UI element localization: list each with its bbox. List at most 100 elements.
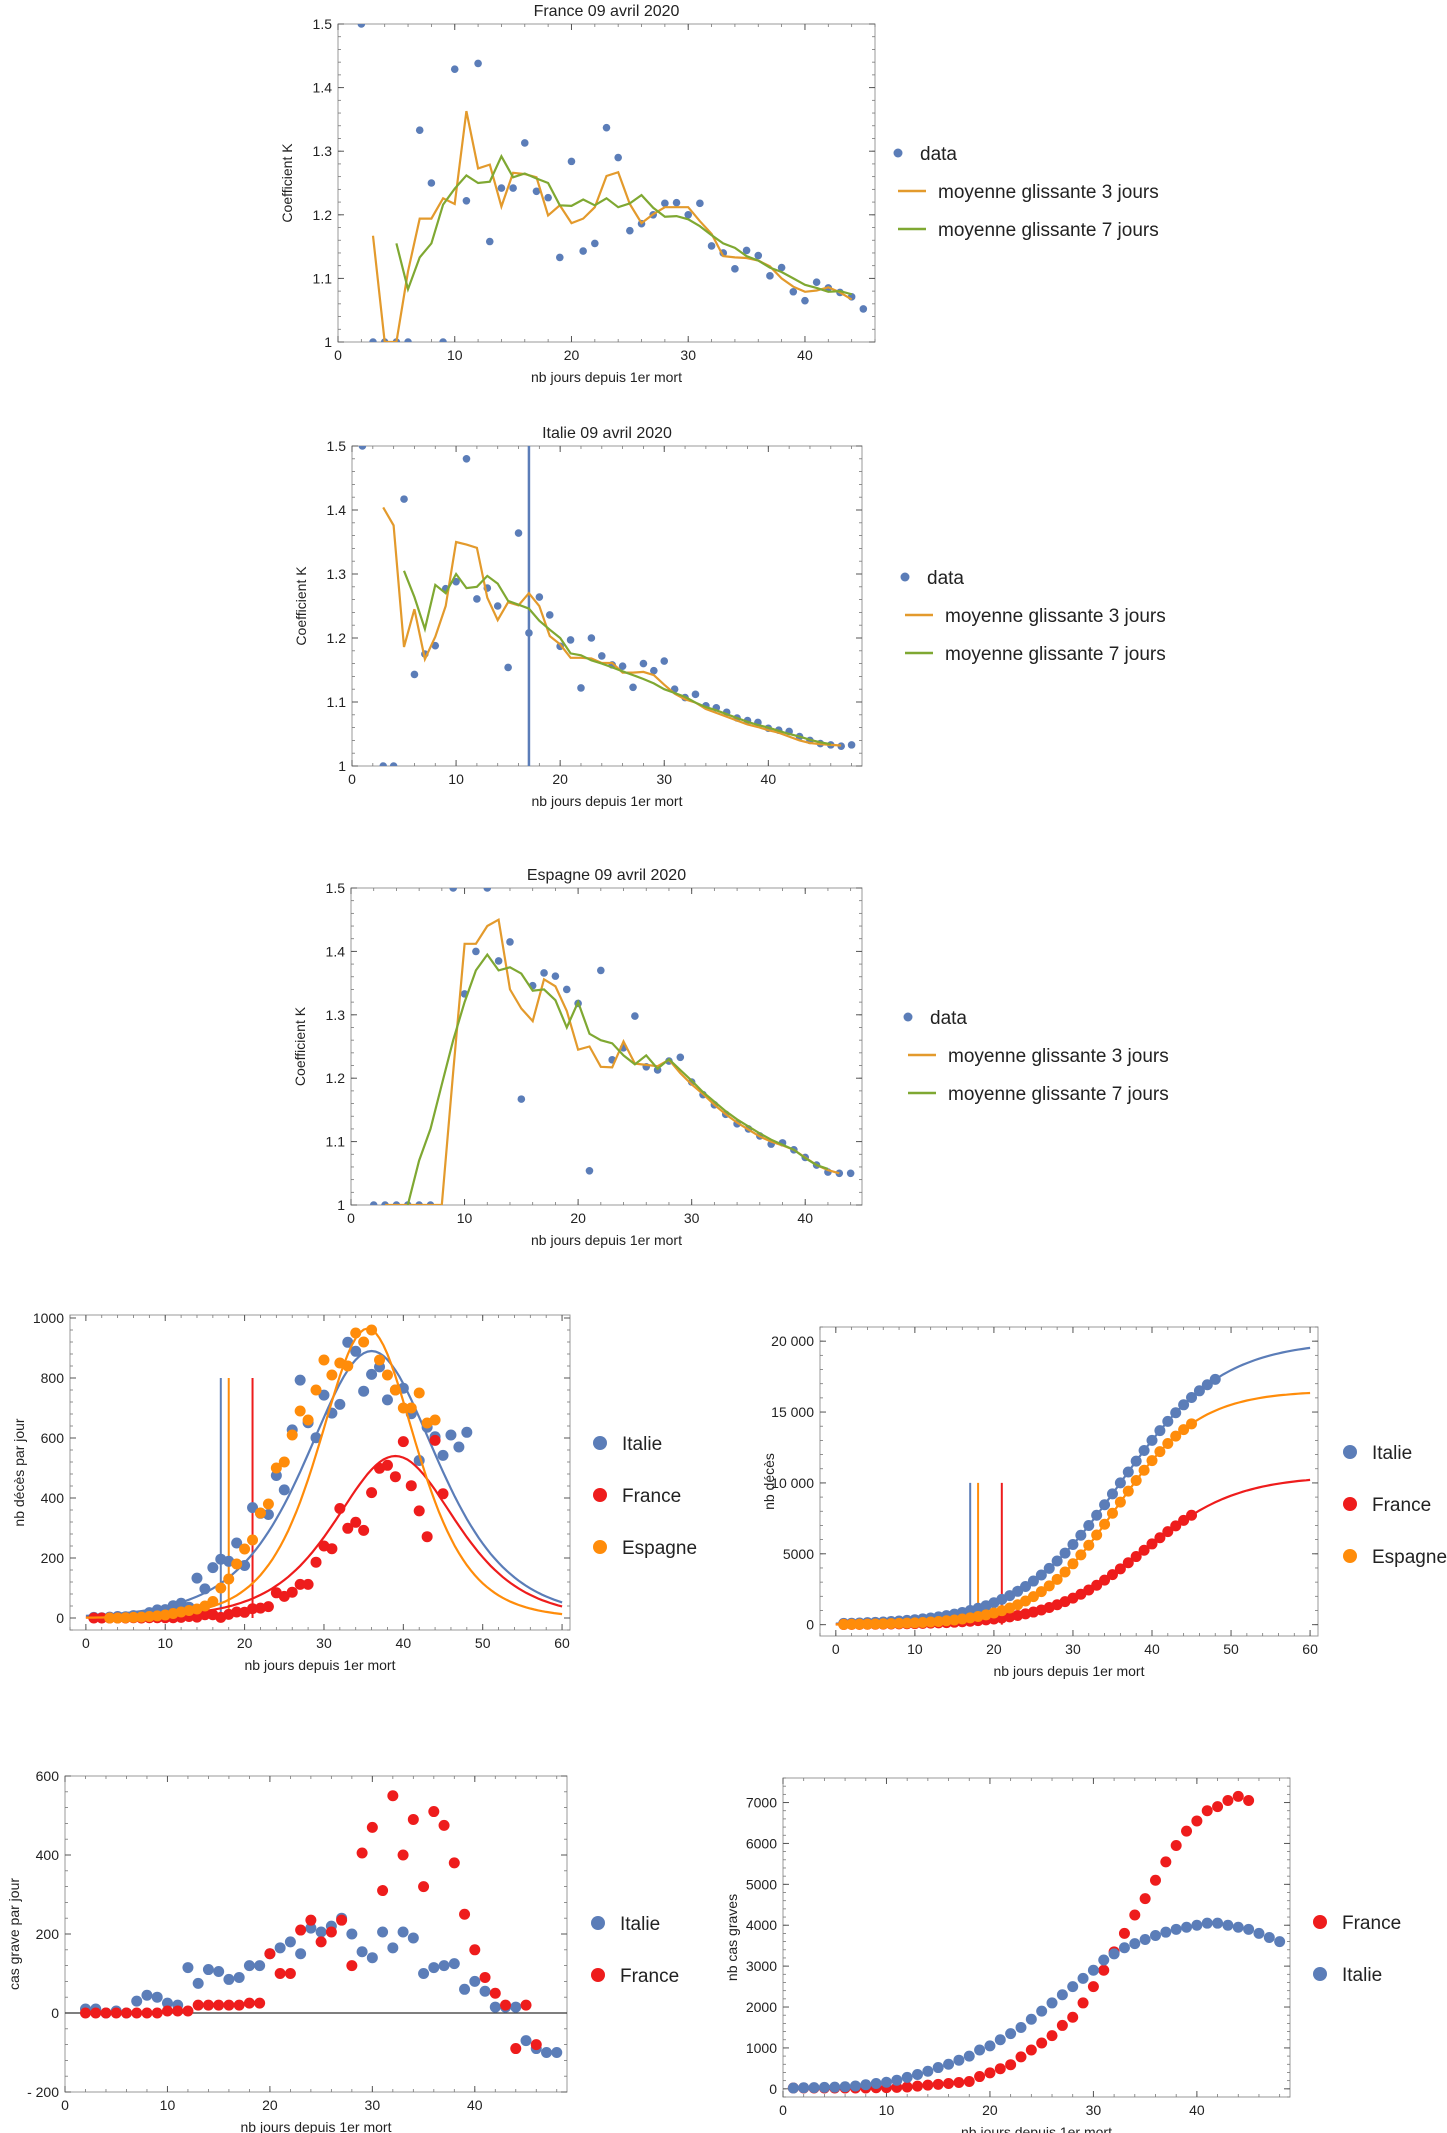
legend-swatch-marker bbox=[900, 572, 910, 582]
point-france bbox=[350, 1516, 362, 1528]
point-espagne bbox=[207, 1596, 219, 1607]
point-italie bbox=[1059, 1547, 1071, 1559]
point-italie bbox=[1067, 1538, 1079, 1550]
point-espagne bbox=[318, 1354, 330, 1366]
point-italie bbox=[202, 1964, 214, 1976]
point-italie bbox=[247, 1502, 259, 1514]
y-tick-label: 10 000 bbox=[771, 1475, 814, 1491]
point-italie bbox=[963, 2050, 975, 2062]
point-italie bbox=[1118, 1942, 1130, 1954]
point-france bbox=[286, 1586, 298, 1598]
y-tick-label: 0 bbox=[806, 1617, 814, 1633]
point-france bbox=[437, 1488, 449, 1500]
chart-1: 0 10 20 30 40 1 1.1 1.2 1.3 1.4 1.5 France 09 avril… bbox=[279, 3, 1159, 385]
point-italie bbox=[839, 2081, 851, 2093]
point-france bbox=[231, 1606, 243, 1618]
point-italie bbox=[891, 2074, 903, 2086]
point-france bbox=[325, 1926, 337, 1938]
point-espagne bbox=[1091, 1529, 1103, 1541]
point-italie bbox=[1106, 1488, 1118, 1500]
point-france bbox=[336, 1914, 348, 1926]
x-tick-label: 40 bbox=[797, 1210, 813, 1226]
point-france bbox=[1005, 2059, 1017, 2071]
point-espagne bbox=[1138, 1464, 1150, 1476]
point-italie bbox=[438, 1960, 450, 1972]
point-france bbox=[1056, 2019, 1068, 2031]
point-italie bbox=[366, 1952, 378, 1964]
point-data bbox=[497, 184, 506, 192]
point-data bbox=[602, 123, 611, 132]
legend-swatch-marker bbox=[593, 1436, 607, 1450]
point-italie bbox=[1170, 1407, 1182, 1419]
legend-label: France bbox=[1372, 1495, 1431, 1516]
point-espagne bbox=[885, 1618, 897, 1630]
point-espagne bbox=[215, 1582, 227, 1594]
plot-area bbox=[787, 1790, 1286, 2094]
point-italie bbox=[377, 1926, 389, 1938]
point-france bbox=[131, 2007, 143, 2019]
point-france bbox=[334, 1503, 346, 1514]
x-tick-label: 20 bbox=[986, 1641, 1002, 1657]
point-data bbox=[754, 251, 763, 260]
y-tick-label: - 200 bbox=[27, 2084, 59, 2100]
point-italie bbox=[366, 1368, 378, 1380]
point-italie bbox=[1056, 1989, 1068, 2001]
legend-item: France bbox=[1313, 1913, 1401, 1934]
point-france bbox=[213, 1999, 225, 2011]
point-italie bbox=[798, 2082, 810, 2094]
x-tick-label: 10 bbox=[879, 2102, 895, 2118]
point-italie bbox=[213, 1966, 225, 1978]
point-data bbox=[577, 684, 585, 692]
point-france bbox=[1106, 1569, 1118, 1581]
point-italie bbox=[510, 2001, 522, 2013]
point-italie bbox=[1146, 1434, 1158, 1446]
point-france bbox=[1139, 1893, 1151, 1905]
point-france bbox=[943, 2078, 955, 2090]
plot-area bbox=[358, 446, 856, 766]
point-italie bbox=[849, 2080, 861, 2092]
chart-title: France 09 avril 2020 bbox=[534, 3, 680, 20]
point-espagne bbox=[1170, 1430, 1182, 1442]
point-italie bbox=[358, 1385, 370, 1397]
legend-swatch-marker bbox=[1343, 1497, 1357, 1511]
point-italie bbox=[541, 2047, 553, 2058]
point-data bbox=[639, 659, 648, 668]
point-france bbox=[110, 2007, 122, 2019]
point-italie bbox=[397, 1926, 409, 1938]
point-italie bbox=[274, 1942, 286, 1954]
plot-area bbox=[369, 888, 855, 1205]
y-tick-label: 6000 bbox=[746, 1835, 777, 1851]
plot-frame bbox=[337, 23, 876, 343]
point-italie bbox=[479, 1985, 491, 1997]
point-italie bbox=[1191, 1919, 1203, 1931]
point-italie bbox=[437, 1449, 449, 1461]
point-france bbox=[358, 1524, 370, 1536]
point-espagne bbox=[1186, 1418, 1198, 1430]
point-espagne bbox=[1043, 1580, 1055, 1592]
point-italie bbox=[295, 1948, 307, 1960]
point-data bbox=[660, 657, 669, 665]
plot-frame bbox=[819, 1326, 1319, 1637]
point-italie bbox=[418, 1968, 430, 1979]
point-italie bbox=[254, 1960, 266, 1972]
point-data bbox=[597, 652, 606, 660]
point-france bbox=[1036, 2037, 1048, 2049]
x-tick-label: 20 bbox=[564, 347, 580, 363]
point-france bbox=[1015, 2051, 1027, 2063]
point-espagne bbox=[861, 1618, 873, 1630]
point-italie bbox=[1087, 1964, 1099, 1976]
point-italie bbox=[381, 1394, 393, 1406]
point-data bbox=[400, 495, 408, 503]
point-italie bbox=[428, 1962, 440, 1974]
point-italie bbox=[1253, 1927, 1265, 1939]
point-italie bbox=[342, 1336, 354, 1348]
legend-item: Italie bbox=[1343, 1443, 1412, 1464]
point-data bbox=[525, 629, 533, 637]
point-data bbox=[591, 239, 599, 248]
plot-frame bbox=[69, 1314, 571, 1631]
point-france bbox=[254, 1997, 266, 2009]
point-italie bbox=[912, 2069, 924, 2081]
point-italie bbox=[1178, 1399, 1190, 1411]
point-italie bbox=[445, 1429, 457, 1441]
legend-label: moyenne glissante 3 jours bbox=[938, 182, 1159, 203]
